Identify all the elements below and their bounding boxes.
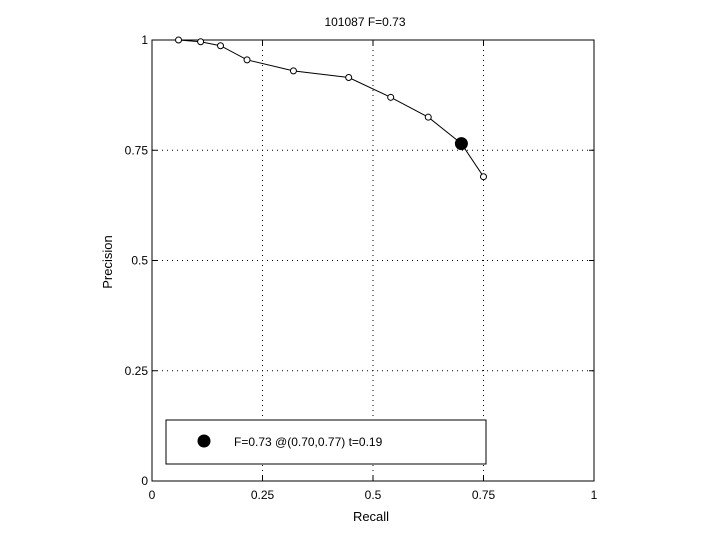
y-tick-label: 0.75: [125, 143, 149, 157]
x-tick-label: 1: [591, 488, 598, 502]
legend-label: F=0.73 @(0.70,0.77) t=0.19: [234, 435, 383, 449]
legend: F=0.73 @(0.70,0.77) t=0.19: [165, 419, 487, 465]
data-point: [217, 42, 225, 50]
x-tick-label: 0.25: [251, 488, 275, 502]
y-tick-label: 0: [141, 474, 148, 488]
y-axis-title: Precision: [100, 235, 115, 288]
x-tick-label: 0.75: [472, 488, 496, 502]
data-point: [387, 93, 395, 101]
chart-title: 101087 F=0.73: [324, 15, 405, 29]
data-point: [289, 67, 297, 75]
data-point: [175, 36, 183, 44]
series-points: [175, 36, 487, 181]
series-polyline: [178, 39, 484, 177]
x-tick-label: 0.5: [365, 488, 382, 502]
axis-ticks: 0 0.25 0.5 0.75 1 0 0.25 0.5 0.75 1: [125, 33, 598, 502]
legend-marker: [197, 434, 211, 448]
grid: [152, 40, 594, 481]
legend-box: [165, 419, 487, 465]
y-tick-label: 1: [141, 33, 148, 47]
y-tick-label: 0.25: [125, 364, 149, 378]
data-point: [243, 56, 251, 64]
x-axis-title: Recall: [353, 509, 389, 524]
series-line: [178, 39, 484, 177]
data-point: [197, 38, 205, 46]
data-point: [345, 73, 353, 81]
best-f-marker: [454, 137, 468, 151]
data-point: [424, 113, 432, 121]
y-tick-label: 0.5: [131, 254, 148, 268]
best-f-point: [454, 137, 468, 151]
x-tick-label: 0: [149, 488, 156, 502]
data-point: [480, 173, 487, 181]
